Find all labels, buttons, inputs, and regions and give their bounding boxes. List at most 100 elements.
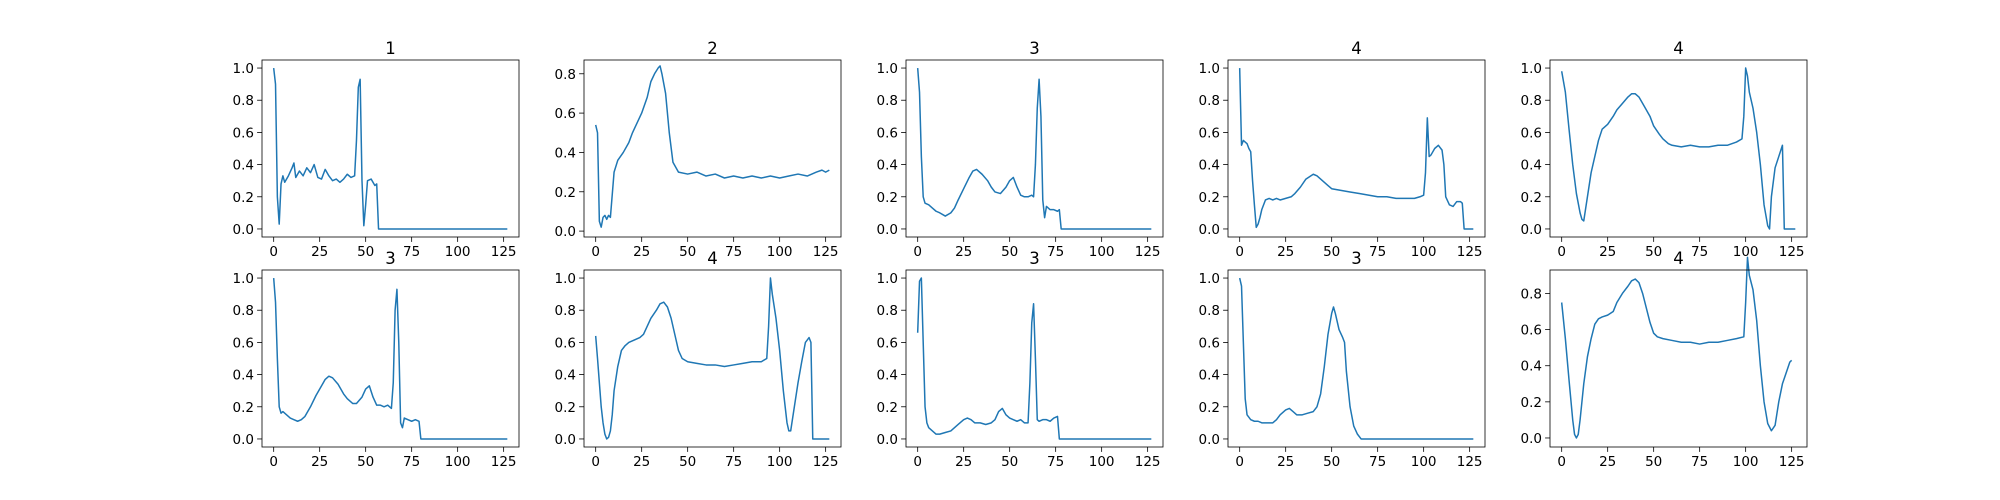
y-tick-label: 0.4 [1199, 368, 1220, 384]
y-tick-label: 0.4 [555, 145, 576, 161]
x-tick-label: 100 [445, 244, 471, 260]
x-tick-label: 100 [1089, 454, 1115, 470]
x-tick-label: 50 [1645, 244, 1662, 260]
subplot-title: 4 [1351, 39, 1362, 58]
x-tick-label: 25 [1277, 454, 1294, 470]
y-tick-label: 0.8 [233, 93, 254, 109]
y-tick-label: 0.8 [1199, 93, 1220, 109]
y-tick-label: 0.4 [877, 368, 898, 384]
x-tick-label: 75 [725, 454, 742, 470]
subplot-5: 0 25 50 75 100 125 0.0 0.2 0.4 0.6 0.8 1.0 4 [1521, 39, 1808, 260]
subplot-title: 4 [707, 249, 718, 268]
y-tick-label: 0.8 [1199, 303, 1220, 319]
y-tick-label: 0.4 [1521, 158, 1542, 174]
x-tick-label: 100 [445, 454, 471, 470]
series-line [916, 277, 1152, 440]
x-tick-label: 0 [913, 244, 922, 260]
series-line [1560, 256, 1793, 439]
y-tick-label: 0.2 [877, 400, 898, 416]
x-tick-label: 0 [269, 454, 278, 470]
x-tick-label: 75 [1047, 454, 1064, 470]
x-tick-label: 25 [311, 454, 328, 470]
subplot-2: 0 25 50 75 100 125 0.0 0.2 0.4 0.6 0.8 2 [555, 39, 842, 260]
subplot-title: 3 [1029, 249, 1040, 268]
y-tick-label: 0.8 [1521, 286, 1542, 302]
y-tick-label: 0.0 [1521, 431, 1542, 447]
x-tick-label: 125 [1457, 244, 1483, 260]
axes-frame [1549, 269, 1808, 448]
y-tick-label: 0.6 [877, 125, 898, 141]
y-tick-label: 0.6 [233, 335, 254, 351]
x-tick-label: 75 [1691, 244, 1708, 260]
y-tick-label: 0.2 [555, 400, 576, 416]
y-tick-label: 0.4 [233, 158, 254, 174]
y-tick-label: 1.0 [233, 271, 254, 287]
y-tick-label: 1.0 [1521, 61, 1542, 77]
y-tick-label: 0.4 [1199, 158, 1220, 174]
x-tick-label: 0 [591, 244, 600, 260]
x-tick-label: 0 [1235, 244, 1244, 260]
x-tick-label: 125 [1779, 244, 1805, 260]
x-tick-label: 50 [1001, 454, 1018, 470]
y-tick-label: 0.0 [1199, 432, 1220, 448]
subplot-6: 0 25 50 75 100 125 0.0 0.2 0.4 0.6 0.8 1.0 3 [233, 249, 520, 470]
x-tick-label: 75 [725, 244, 742, 260]
y-tick-label: 0.2 [1199, 190, 1220, 206]
x-tick-label: 100 [767, 454, 793, 470]
x-tick-label: 25 [311, 244, 328, 260]
x-tick-label: 100 [1733, 244, 1759, 260]
y-tick-label: 0.6 [1521, 125, 1542, 141]
y-tick-label: 0.8 [555, 67, 576, 83]
x-tick-label: 0 [913, 454, 922, 470]
subplot-title: 2 [707, 39, 718, 58]
x-tick-label: 75 [1691, 454, 1708, 470]
x-tick-label: 25 [1599, 244, 1616, 260]
y-tick-label: 0.6 [555, 106, 576, 122]
subplot-title: 1 [385, 39, 396, 58]
y-tick-label: 0.0 [555, 224, 576, 240]
axes-frame [583, 269, 842, 448]
y-tick-label: 0.2 [233, 400, 254, 416]
x-tick-label: 125 [491, 244, 517, 260]
x-tick-label: 50 [1645, 454, 1662, 470]
y-tick-label: 0.4 [233, 368, 254, 384]
y-tick-label: 0.6 [877, 335, 898, 351]
y-tick-label: 0.6 [555, 335, 576, 351]
subplot-title: 3 [385, 249, 396, 268]
x-tick-label: 125 [1779, 454, 1805, 470]
subplot-title: 3 [1351, 249, 1362, 268]
series-line [1560, 67, 1796, 230]
x-tick-label: 125 [1135, 244, 1161, 260]
x-tick-label: 100 [767, 244, 793, 260]
x-tick-label: 125 [491, 454, 517, 470]
y-tick-label: 0.2 [1521, 190, 1542, 206]
y-tick-label: 0.8 [877, 303, 898, 319]
y-tick-label: 1.0 [877, 271, 898, 287]
y-tick-label: 1.0 [233, 61, 254, 77]
y-tick-label: 0.6 [233, 125, 254, 141]
y-tick-label: 0.0 [1199, 222, 1220, 238]
x-tick-label: 0 [1557, 244, 1566, 260]
y-tick-label: 1.0 [555, 271, 576, 287]
series-line [916, 67, 1152, 230]
x-tick-label: 75 [403, 244, 420, 260]
x-tick-label: 25 [1277, 244, 1294, 260]
x-tick-label: 50 [357, 244, 374, 260]
subplot-title: 4 [1673, 39, 1684, 58]
y-tick-label: 0.8 [1521, 93, 1542, 109]
x-tick-label: 100 [1733, 454, 1759, 470]
x-tick-label: 50 [679, 244, 696, 260]
y-tick-label: 0.6 [1199, 125, 1220, 141]
y-tick-label: 1.0 [1199, 61, 1220, 77]
x-tick-label: 0 [1557, 454, 1566, 470]
x-tick-label: 75 [1369, 244, 1386, 260]
y-tick-label: 0.0 [877, 432, 898, 448]
x-tick-label: 25 [633, 454, 650, 470]
subplot-title: 3 [1029, 39, 1040, 58]
subplot-3: 0 25 50 75 100 125 0.0 0.2 0.4 0.6 0.8 1.0 3 [877, 39, 1164, 260]
y-tick-label: 0.0 [1521, 222, 1542, 238]
y-tick-label: 0.2 [233, 190, 254, 206]
x-tick-label: 100 [1411, 454, 1437, 470]
series-line [272, 277, 508, 440]
